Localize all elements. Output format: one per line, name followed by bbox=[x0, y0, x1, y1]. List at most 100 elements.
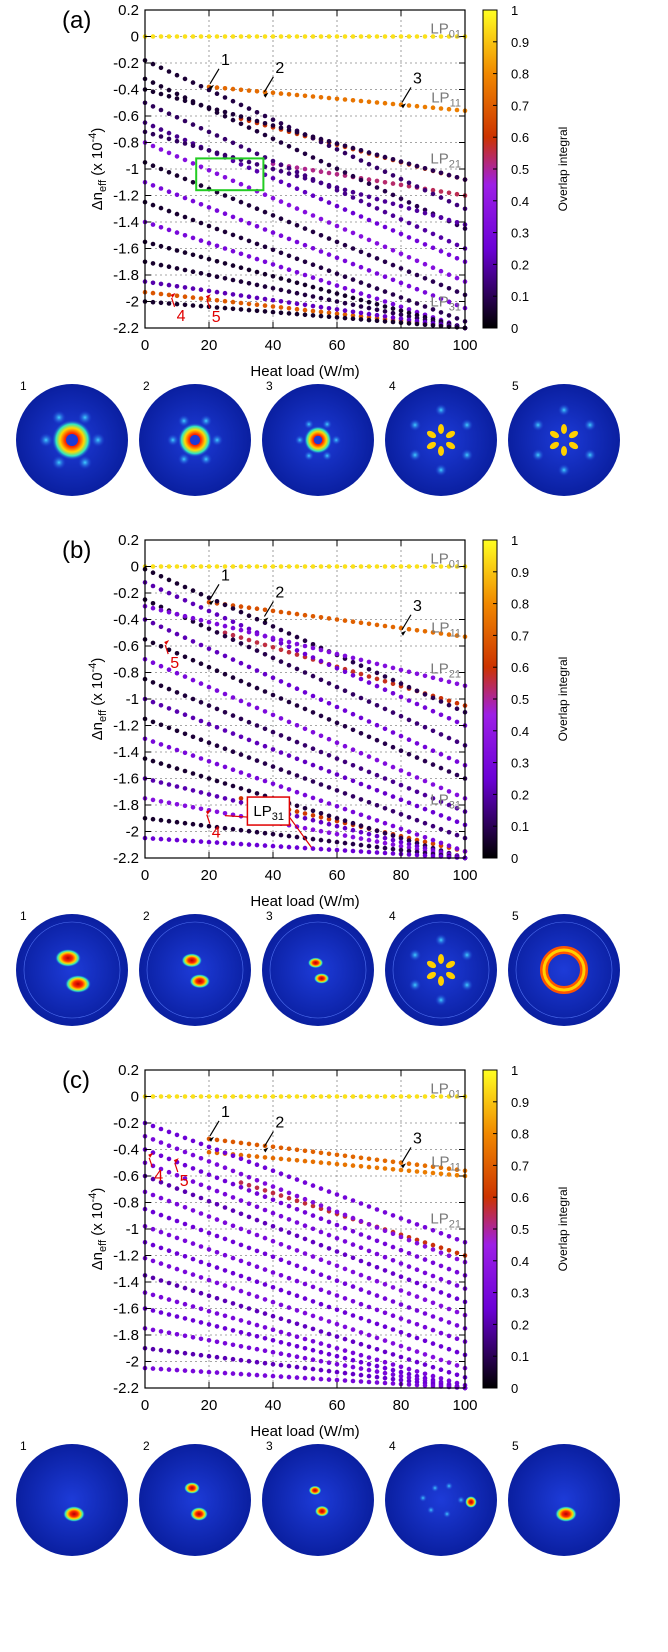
data-point bbox=[166, 1232, 172, 1238]
data-point bbox=[222, 246, 228, 251]
data-point bbox=[454, 719, 460, 725]
data-point bbox=[230, 826, 236, 832]
data-point bbox=[374, 839, 380, 844]
data-point bbox=[246, 165, 252, 171]
data-point bbox=[174, 96, 180, 101]
data-point bbox=[190, 1138, 196, 1144]
data-point bbox=[230, 619, 236, 625]
data-point bbox=[182, 76, 188, 82]
data-point bbox=[270, 747, 276, 752]
data-point bbox=[230, 306, 236, 312]
data-point bbox=[246, 702, 252, 707]
data-point bbox=[238, 102, 244, 108]
x-tick-label: 40 bbox=[265, 337, 282, 354]
y-axis-label-part: -4 bbox=[87, 663, 99, 673]
mode-image-disc bbox=[139, 1444, 251, 1556]
data-point bbox=[358, 829, 364, 835]
data-point bbox=[254, 241, 260, 247]
data-point bbox=[286, 1305, 292, 1310]
data-point bbox=[166, 1312, 172, 1317]
data-point bbox=[222, 1313, 228, 1319]
data-point bbox=[334, 788, 340, 793]
data-point bbox=[206, 839, 212, 845]
data-point bbox=[406, 1168, 412, 1174]
data-point bbox=[326, 1260, 332, 1266]
data-point bbox=[318, 1376, 324, 1382]
data-point bbox=[414, 1322, 420, 1327]
data-point bbox=[342, 1239, 348, 1244]
data-point bbox=[438, 195, 444, 200]
annotation-arrowhead bbox=[209, 1136, 214, 1142]
data-point bbox=[358, 781, 364, 787]
data-point bbox=[414, 34, 420, 39]
data-point bbox=[422, 629, 428, 634]
colorbar-tick-label: 0.3 bbox=[511, 226, 529, 241]
colorbar-tick-label: 1 bbox=[511, 3, 518, 18]
data-point bbox=[262, 192, 268, 197]
data-point bbox=[262, 244, 268, 250]
data-point bbox=[406, 1346, 412, 1352]
data-point bbox=[422, 1338, 428, 1344]
data-point bbox=[350, 1284, 356, 1289]
data-point bbox=[262, 726, 268, 732]
data-point bbox=[230, 749, 236, 754]
mode-spot bbox=[465, 1496, 477, 1508]
mode-glow bbox=[52, 410, 66, 425]
lp-mode-label-sub: 11 bbox=[450, 1161, 461, 1173]
data-point bbox=[398, 1288, 404, 1293]
data-point bbox=[318, 697, 324, 702]
data-point bbox=[350, 1229, 356, 1234]
data-point bbox=[310, 1313, 316, 1319]
data-point bbox=[406, 235, 412, 240]
data-point bbox=[182, 598, 188, 603]
data-point bbox=[150, 241, 156, 247]
data-point bbox=[262, 309, 268, 314]
y-axis-label-part: ) bbox=[89, 658, 106, 663]
data-point bbox=[254, 169, 260, 174]
data-point bbox=[366, 659, 372, 665]
data-point bbox=[246, 220, 252, 226]
data-point bbox=[454, 1309, 460, 1315]
data-point bbox=[382, 564, 388, 569]
data-point bbox=[422, 1371, 428, 1377]
data-point bbox=[390, 1367, 396, 1373]
data-point bbox=[334, 147, 340, 152]
data-point bbox=[214, 150, 220, 156]
data-point bbox=[390, 301, 396, 307]
annotation-arrowhead bbox=[173, 1158, 179, 1164]
data-point bbox=[446, 286, 452, 291]
data-point bbox=[254, 206, 260, 211]
x-tick-label: 20 bbox=[201, 337, 218, 354]
data-point bbox=[230, 1223, 236, 1229]
data-point bbox=[150, 299, 156, 305]
data-point bbox=[150, 1292, 156, 1298]
data-point bbox=[302, 282, 308, 288]
y-axis-label-part: eff bbox=[97, 179, 109, 192]
mode-image-disc bbox=[139, 914, 251, 1026]
mode-field-image: 2 bbox=[139, 1439, 251, 1556]
data-point bbox=[174, 91, 180, 97]
data-point bbox=[342, 1363, 348, 1368]
mode-image-number: 1 bbox=[20, 1439, 27, 1453]
data-point bbox=[406, 220, 412, 226]
data-point bbox=[158, 1195, 164, 1201]
data-point bbox=[350, 673, 356, 678]
data-point bbox=[182, 786, 188, 791]
lp-mode-label: LP11 bbox=[431, 1153, 461, 1173]
mode-image-ring-outline bbox=[146, 921, 244, 1019]
data-point bbox=[294, 1147, 300, 1153]
data-point bbox=[190, 696, 196, 702]
data-point bbox=[222, 746, 228, 751]
data-point bbox=[406, 298, 412, 303]
data-point bbox=[398, 1377, 404, 1383]
data-point bbox=[254, 705, 260, 711]
data-point bbox=[254, 648, 260, 653]
data-point bbox=[270, 1361, 276, 1367]
data-point bbox=[158, 1212, 164, 1218]
data-point bbox=[350, 295, 356, 301]
mode-glow bbox=[435, 934, 447, 946]
mode-image-number: 1 bbox=[20, 909, 27, 923]
data-point bbox=[350, 659, 356, 665]
data-point bbox=[222, 811, 228, 816]
data-point bbox=[150, 797, 156, 803]
